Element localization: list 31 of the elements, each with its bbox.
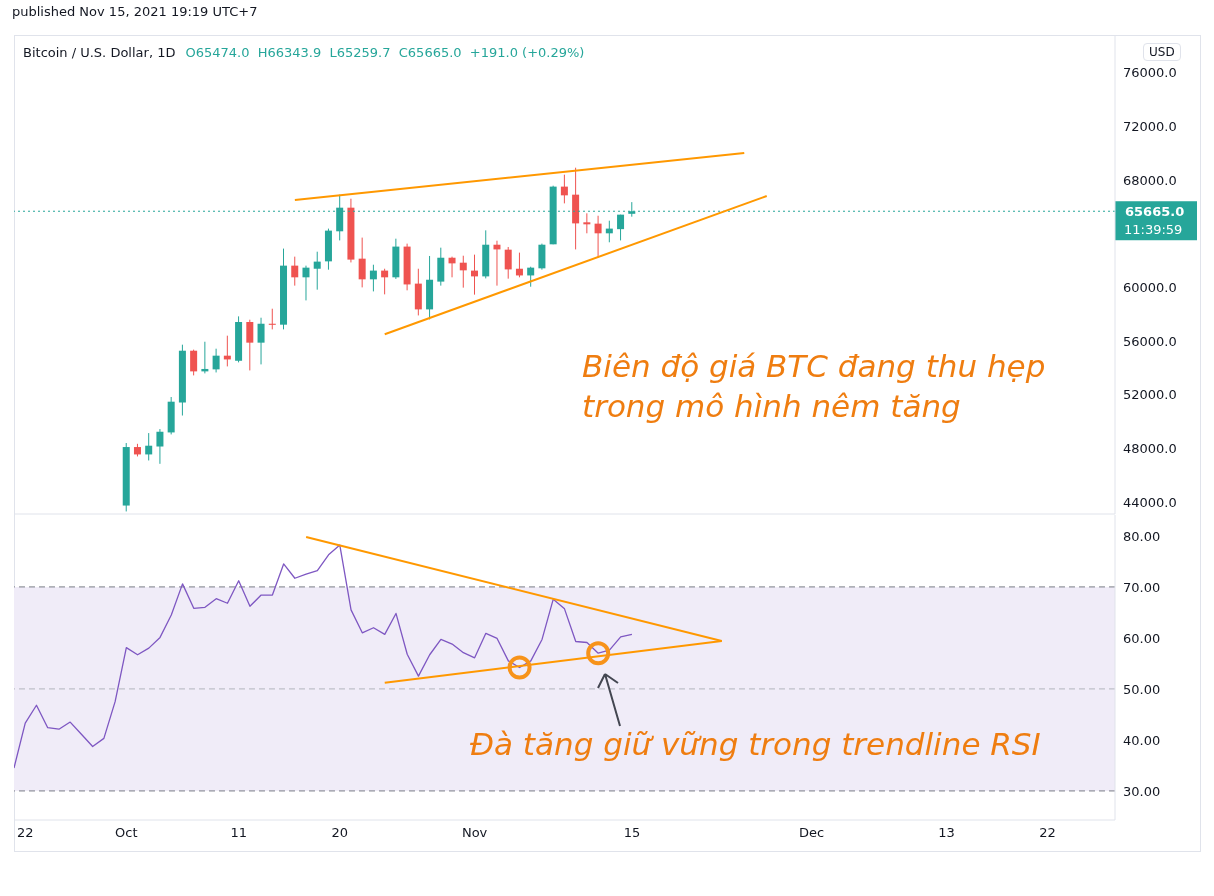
y-tick-label: 44000.0 <box>1123 494 1177 510</box>
y-tick-label: 56000.0 <box>1123 333 1177 349</box>
x-tick-label: Nov <box>461 825 488 841</box>
y-tick-label: 70.00 <box>1123 579 1161 595</box>
text: 11:39:59 <box>1124 222 1183 237</box>
y-tick-label: 60000.0 <box>1123 279 1177 295</box>
ref-line-label: 65665.0 <box>1125 204 1185 220</box>
text: published Nov 15, 2021 19:19 UTC+7 <box>12 4 258 19</box>
text: O65474.0 H66343.9 L65259.7 C65665.0 +191.0 (+0.29%) <box>185 45 585 60</box>
x-tick-label: 13 <box>938 825 955 841</box>
y-tick-label: 60.00 <box>1123 630 1161 646</box>
text: USD <box>1143 43 1181 61</box>
x-tick-label: 11 <box>230 825 247 841</box>
y-tick-label: 52000.0 <box>1123 387 1177 403</box>
y-tick-label: 48000.0 <box>1123 440 1177 456</box>
x-tick-label: Oct <box>115 825 138 841</box>
y-tick-label: 50.00 <box>1123 681 1161 697</box>
x-tick-label: Dec <box>799 825 825 841</box>
y-tick-label: 30.00 <box>1123 783 1161 799</box>
x-tick-label: 15 <box>623 825 641 841</box>
y-tick-label: 72000.0 <box>1123 118 1177 134</box>
annotation: Đà tăng giữ vững trong trendline RSI <box>470 726 1041 762</box>
x-tick-label: 22 <box>1039 825 1056 841</box>
text: Bitcoin / U.S. Dollar, 1D <box>23 45 176 60</box>
y-tick-label: 76000.0 <box>1123 65 1177 81</box>
x-tick-label: 22 <box>16 825 34 841</box>
x-tick-label: 20 <box>331 825 349 841</box>
y-tick-label: 68000.0 <box>1123 172 1177 188</box>
y-tick-label: 80.00 <box>1123 528 1161 544</box>
annotation: Biên độ giá BTC đang thu hẹp trong mô hình nêm tăng <box>582 347 1046 426</box>
y-tick-label: 40.00 <box>1123 732 1161 748</box>
